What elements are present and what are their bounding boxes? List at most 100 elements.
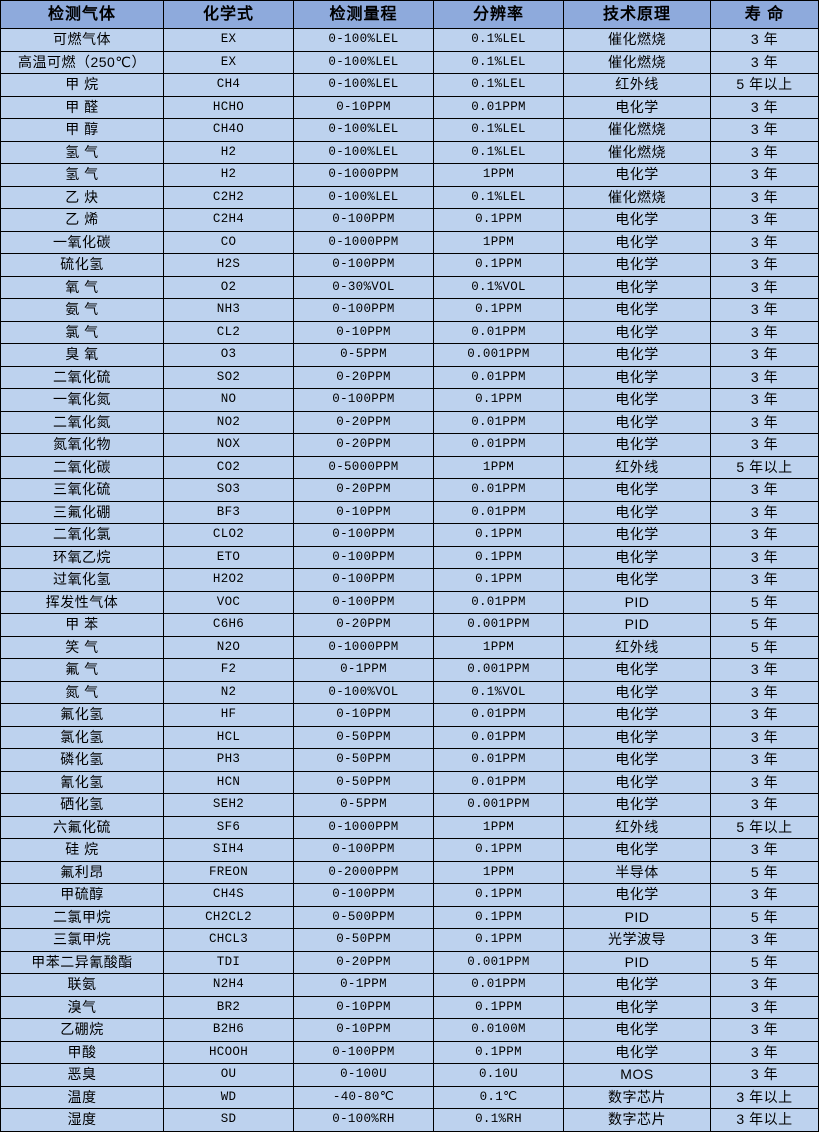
cell-lifespan: 5 年 [710, 613, 819, 637]
cell-detected-gas: 氢 气 [0, 163, 164, 187]
cell-technical-principle: 电化学 [563, 793, 711, 817]
cell-detected-gas: 环氧乙烷 [0, 545, 164, 569]
cell-detected-gas: 二氧化氮 [0, 410, 164, 434]
cell-resolution: 0.1%LEL [433, 185, 564, 209]
cell-technical-principle: 半导体 [563, 860, 711, 884]
table-row: 二氯甲烷 CH2CL2 0-500PPM 0.1PPM PID 5 年 [0, 905, 819, 929]
cell-resolution: 0.01PPM [433, 95, 564, 119]
cell-detection-range: 0-100PPM [293, 545, 434, 569]
cell-chemical-formula: SEH2 [163, 793, 294, 817]
table-row: 一氧化碳 CO 0-1000PPM 1PPM 电化学 3 年 [0, 230, 819, 254]
table-row: 三氟化硼 BF3 0-10PPM 0.01PPM 电化学 3 年 [0, 500, 819, 524]
table-row: 氮 气 N2 0-100%VOL 0.1%VOL 电化学 3 年 [0, 680, 819, 704]
cell-technical-principle: 电化学 [563, 478, 711, 502]
cell-lifespan: 3 年 [710, 230, 819, 254]
cell-resolution: 0.01PPM [433, 725, 564, 749]
cell-chemical-formula: SO3 [163, 478, 294, 502]
cell-lifespan: 5 年 [710, 860, 819, 884]
column-header-chemical-formula: 化学式 [163, 0, 294, 29]
cell-lifespan: 3 年 [710, 433, 819, 457]
cell-lifespan: 3 年 [710, 568, 819, 592]
cell-lifespan: 5 年 [710, 905, 819, 929]
cell-lifespan: 3 年 [710, 793, 819, 817]
cell-resolution: 0.01PPM [433, 590, 564, 614]
cell-chemical-formula: NO [163, 388, 294, 412]
cell-chemical-formula: BF3 [163, 500, 294, 524]
cell-technical-principle: 红外线 [563, 815, 711, 839]
table-row: 甲 烷 CH4 0-100%LEL 0.1%LEL 红外线 5 年以上 [0, 73, 819, 97]
cell-detection-range: 0-100PPM [293, 298, 434, 322]
cell-resolution: 0.1PPM [433, 995, 564, 1019]
cell-detected-gas: 乙硼烷 [0, 1018, 164, 1042]
cell-resolution: 0.1%RH [433, 1108, 564, 1132]
cell-detected-gas: 溴气 [0, 995, 164, 1019]
cell-chemical-formula: CLO2 [163, 523, 294, 547]
cell-technical-principle: 电化学 [563, 95, 711, 119]
cell-resolution: 1PPM [433, 455, 564, 479]
cell-detection-range: 0-5000PPM [293, 455, 434, 479]
cell-detection-range: -40-80℃ [293, 1085, 434, 1109]
cell-chemical-formula: N2 [163, 680, 294, 704]
cell-detected-gas: 过氧化氢 [0, 568, 164, 592]
cell-lifespan: 3 年以上 [710, 1108, 819, 1132]
cell-detection-range: 0-10PPM [293, 703, 434, 727]
cell-detected-gas: 一氧化氮 [0, 388, 164, 412]
cell-resolution: 0.01PPM [433, 973, 564, 997]
cell-resolution: 0.1%LEL [433, 50, 564, 74]
cell-detected-gas: 六氟化硫 [0, 815, 164, 839]
cell-chemical-formula: HCN [163, 770, 294, 794]
cell-detected-gas: 二氧化碳 [0, 455, 164, 479]
cell-lifespan: 5 年以上 [710, 73, 819, 97]
cell-detection-range: 0-20PPM [293, 613, 434, 637]
cell-resolution: 0.1PPM [433, 208, 564, 232]
cell-detected-gas: 三氟化硼 [0, 500, 164, 524]
cell-detected-gas: 甲 醇 [0, 118, 164, 142]
cell-technical-principle: 催化燃烧 [563, 118, 711, 142]
table-row: 氢 气 H2 0-1000PPM 1PPM 电化学 3 年 [0, 163, 819, 187]
cell-detection-range: 0-1000PPM [293, 815, 434, 839]
cell-lifespan: 3 年 [710, 163, 819, 187]
cell-technical-principle: 电化学 [563, 163, 711, 187]
cell-detected-gas: 硒化氢 [0, 793, 164, 817]
table-row: 溴气 BR2 0-10PPM 0.1PPM 电化学 3 年 [0, 995, 819, 1019]
cell-lifespan: 3 年 [710, 1018, 819, 1042]
cell-detection-range: 0-2000PPM [293, 860, 434, 884]
cell-resolution: 0.001PPM [433, 613, 564, 637]
table-row: 温度 WD -40-80℃ 0.1℃ 数字芯片 3 年以上 [0, 1085, 819, 1109]
table-row: 可燃气体 EX 0-100%LEL 0.1%LEL 催化燃烧 3 年 [0, 28, 819, 52]
cell-chemical-formula: HF [163, 703, 294, 727]
table-row: 乙 烯 C2H4 0-100PPM 0.1PPM 电化学 3 年 [0, 208, 819, 232]
cell-detection-range: 0-50PPM [293, 770, 434, 794]
cell-chemical-formula: NOX [163, 433, 294, 457]
cell-resolution: 0.01PPM [433, 410, 564, 434]
cell-detected-gas: 硅 烷 [0, 838, 164, 862]
table-row: 二氧化硫 SO2 0-20PPM 0.01PPM 电化学 3 年 [0, 365, 819, 389]
cell-lifespan: 3 年 [710, 545, 819, 569]
cell-detected-gas: 二氯甲烷 [0, 905, 164, 929]
cell-detection-range: 0-20PPM [293, 433, 434, 457]
cell-technical-principle: 电化学 [563, 410, 711, 434]
cell-resolution: 0.01PPM [433, 748, 564, 772]
cell-lifespan: 3 年 [710, 883, 819, 907]
cell-technical-principle: PID [563, 905, 711, 929]
table-row: 三氧化硫 SO3 0-20PPM 0.01PPM 电化学 3 年 [0, 478, 819, 502]
cell-resolution: 1PPM [433, 860, 564, 884]
cell-detection-range: 0-20PPM [293, 478, 434, 502]
cell-technical-principle: 电化学 [563, 433, 711, 457]
cell-lifespan: 3 年 [710, 410, 819, 434]
cell-chemical-formula: C6H6 [163, 613, 294, 637]
column-header-lifespan: 寿 命 [710, 0, 819, 29]
cell-resolution: 0.001PPM [433, 950, 564, 974]
cell-resolution: 0.01PPM [433, 770, 564, 794]
cell-technical-principle: 电化学 [563, 523, 711, 547]
cell-detection-range: 0-10PPM [293, 995, 434, 1019]
cell-detected-gas: 氢 气 [0, 140, 164, 164]
cell-chemical-formula: CO [163, 230, 294, 254]
cell-lifespan: 3 年 [710, 523, 819, 547]
cell-detected-gas: 二氧化氯 [0, 523, 164, 547]
cell-detection-range: 0-100%VOL [293, 680, 434, 704]
table-row: 环氧乙烷 ETO 0-100PPM 0.1PPM 电化学 3 年 [0, 545, 819, 569]
cell-chemical-formula: H2S [163, 253, 294, 277]
cell-technical-principle: PID [563, 950, 711, 974]
cell-resolution: 1PPM [433, 815, 564, 839]
